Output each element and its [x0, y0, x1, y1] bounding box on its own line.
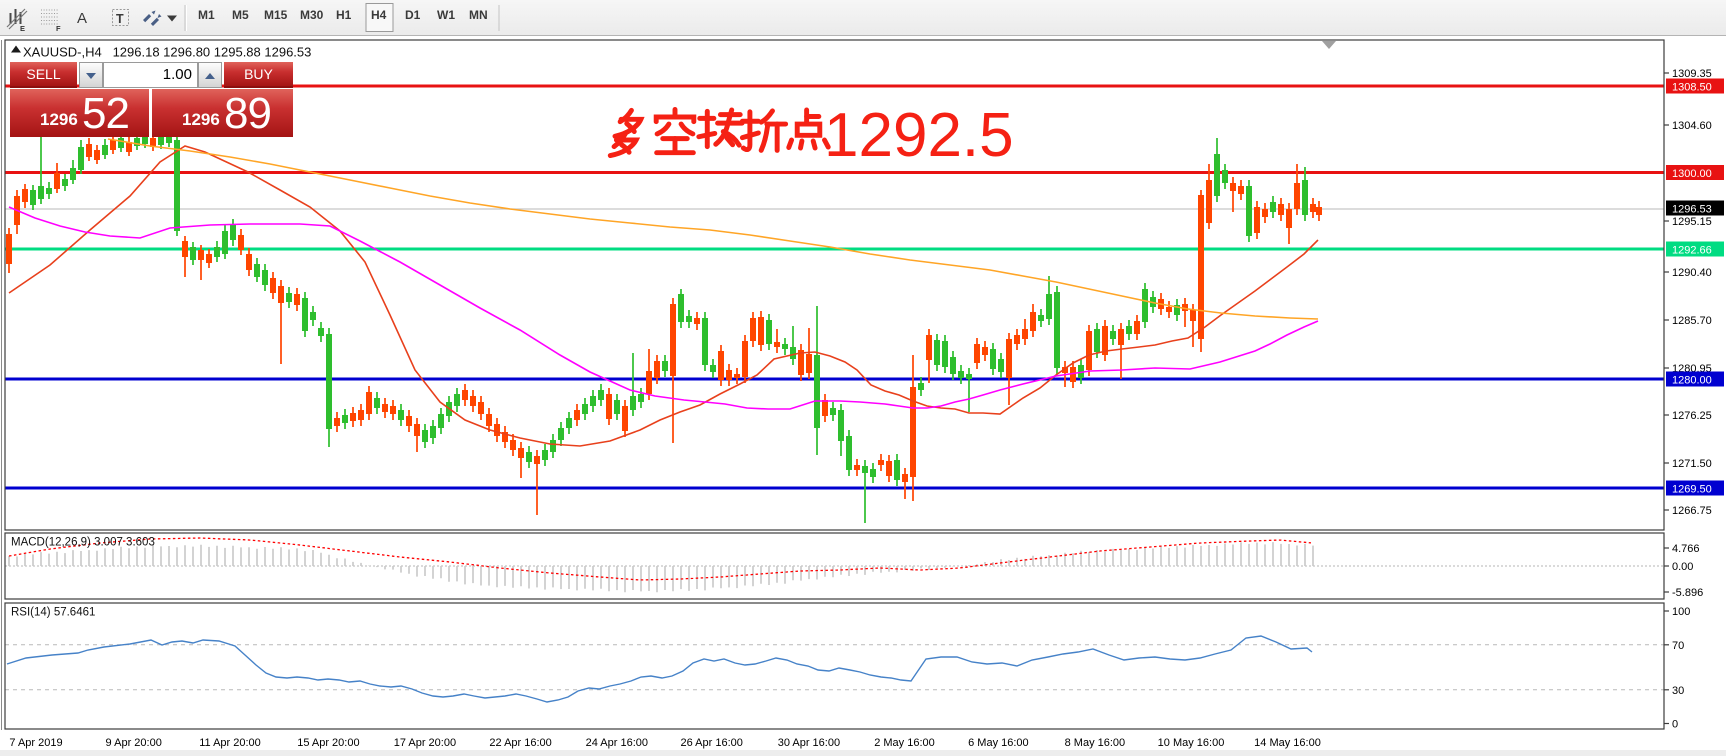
- svg-text:1308.50: 1308.50: [1672, 82, 1712, 94]
- svg-text:6 May 16:00: 6 May 16:00: [968, 737, 1029, 749]
- svg-text:0.00: 0.00: [1672, 561, 1693, 573]
- svg-text:F: F: [56, 24, 61, 33]
- svg-text:4.766: 4.766: [1672, 543, 1700, 555]
- svg-text:T: T: [116, 12, 124, 26]
- svg-text:RSI(14) 57.6461: RSI(14) 57.6461: [11, 607, 95, 619]
- svg-text:7 Apr 2019: 7 Apr 2019: [9, 737, 62, 749]
- svg-text:100: 100: [1672, 606, 1690, 618]
- svg-text:17 Apr 20:00: 17 Apr 20:00: [394, 737, 456, 749]
- svg-text:1304.60: 1304.60: [1672, 120, 1712, 132]
- svg-text:1295.15: 1295.15: [1672, 216, 1712, 228]
- svg-text:70: 70: [1672, 640, 1684, 652]
- svg-text:0: 0: [1672, 719, 1678, 731]
- svg-text:2 May 16:00: 2 May 16:00: [874, 737, 935, 749]
- svg-text:A: A: [77, 10, 87, 27]
- svg-text:1276.25: 1276.25: [1672, 410, 1712, 422]
- svg-text:24 Apr 16:00: 24 Apr 16:00: [586, 737, 648, 749]
- svg-text:30: 30: [1672, 685, 1684, 697]
- svg-text:1290.40: 1290.40: [1672, 267, 1712, 279]
- svg-text:10 May 16:00: 10 May 16:00: [1158, 737, 1225, 749]
- svg-text:-5.896: -5.896: [1672, 587, 1703, 599]
- svg-text:1269.50: 1269.50: [1672, 484, 1712, 496]
- svg-text:XAUUSD-,H4 1296.18 1296.80 1: XAUUSD-,H4 1296.18 1296.80 1295.88 1296.…: [23, 45, 311, 60]
- svg-text:1271.50: 1271.50: [1672, 458, 1712, 470]
- svg-text:11 Apr 20:00: 11 Apr 20:00: [199, 737, 261, 749]
- svg-text:8 May 16:00: 8 May 16:00: [1065, 737, 1126, 749]
- svg-text:1292.66: 1292.66: [1672, 245, 1712, 257]
- svg-text:1300.00: 1300.00: [1672, 168, 1712, 180]
- svg-text:1280.00: 1280.00: [1672, 375, 1712, 387]
- svg-text:22 Apr 16:00: 22 Apr 16:00: [489, 737, 551, 749]
- svg-text:14 May 16:00: 14 May 16:00: [1254, 737, 1321, 749]
- svg-text:MACD(12,26,9) 3.007 3.603: MACD(12,26,9) 3.007 3.603: [11, 537, 155, 549]
- svg-text:30 Apr 16:00: 30 Apr 16:00: [778, 737, 840, 749]
- svg-text:1292.5: 1292.5: [824, 101, 1014, 170]
- svg-text:1266.75: 1266.75: [1672, 505, 1712, 517]
- svg-text:1296.53: 1296.53: [1672, 204, 1712, 216]
- svg-text:15 Apr 20:00: 15 Apr 20:00: [297, 737, 359, 749]
- svg-text:1309.35: 1309.35: [1672, 68, 1712, 80]
- svg-text:E: E: [20, 24, 25, 33]
- svg-text:9 Apr 20:00: 9 Apr 20:00: [106, 737, 162, 749]
- svg-text:26 Apr 16:00: 26 Apr 16:00: [681, 737, 743, 749]
- svg-text:1285.70: 1285.70: [1672, 315, 1712, 327]
